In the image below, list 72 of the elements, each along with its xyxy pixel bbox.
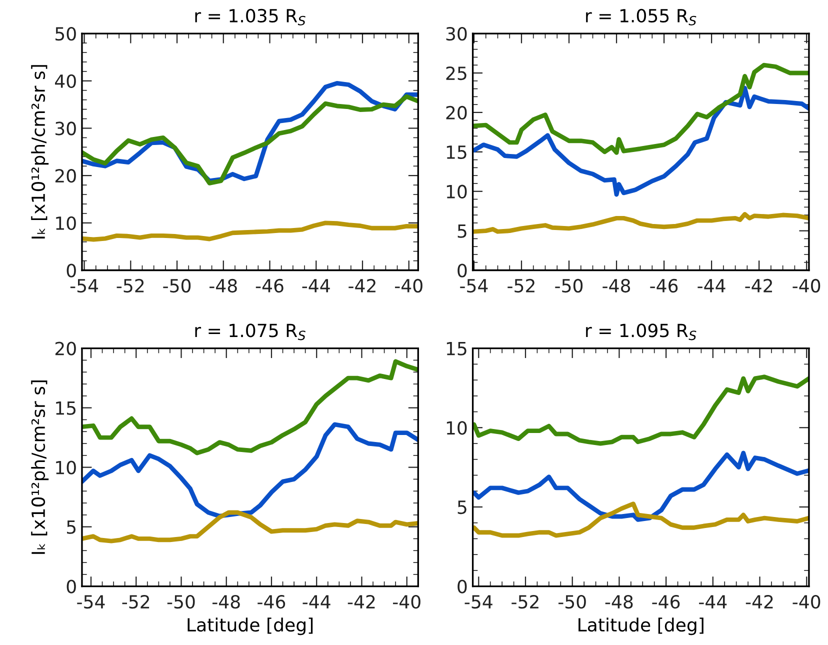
x-tick-label: -48 (605, 594, 633, 609)
x-tick-label: -54 (77, 595, 105, 609)
x-tick-label: -48 (212, 594, 240, 609)
x-axis-title: Latitude [deg] (188, 618, 313, 636)
y-tick-label: 30 (56, 122, 76, 136)
chart-title: r = 1.075 R$_{S}$ (195, 324, 306, 340)
y-tick-label: 25 (446, 66, 466, 80)
y-tick-label: 40 (55, 74, 76, 88)
x-tick-label: -52 (508, 278, 534, 293)
x-tick-label: -54 (464, 595, 492, 609)
y-tick-label: 15 (56, 401, 76, 415)
y-tick-label: 10 (56, 460, 76, 474)
y-tick-label: 5 (458, 500, 466, 514)
chart-title: r = 1.055 R$_{S}$ (586, 8, 696, 26)
line-series (82, 359, 418, 456)
x-tick-label: -44 (699, 595, 727, 608)
x-tick-label: -40 (392, 594, 420, 609)
x-tick-label: -52 (512, 594, 538, 609)
x-tick-label: -42 (745, 278, 772, 292)
x-tick-label: -40 (792, 278, 820, 293)
line-series (472, 450, 809, 522)
line-series (82, 510, 418, 544)
y-tick-label: 0 (458, 264, 467, 278)
y-tick-label: 20 (446, 106, 467, 120)
x-tick-label: -50 (558, 594, 586, 609)
x-tick-label: -52 (122, 594, 150, 609)
x-tick-label: -44 (302, 279, 330, 292)
x-tick-label: -46 (650, 278, 678, 293)
line-series (472, 374, 809, 446)
x-tick-label: -40 (792, 594, 820, 609)
x-tick-label: -44 (698, 279, 726, 292)
y-tick-label: 0 (66, 580, 76, 594)
y-tick-label: 0 (66, 264, 76, 278)
x-axis-title: Latitude [deg] (578, 618, 704, 636)
line-series (82, 422, 418, 518)
x-tick-label: -42 (348, 594, 375, 608)
y-tick-label: 5 (458, 224, 466, 238)
y-tick-label: 0 (458, 580, 467, 594)
x-tick-label: -52 (116, 278, 144, 293)
chart-title: r = 1.035 R$_{S}$ (195, 8, 306, 26)
x-tick-label: -42 (746, 594, 773, 608)
y-axis-title: Iₖ [x10¹²ph/cm²sr s] (31, 380, 49, 554)
x-tick-label: -44 (302, 595, 330, 608)
line-series (472, 502, 809, 538)
x-tick-label: -46 (652, 594, 680, 609)
line-series (472, 62, 809, 155)
x-tick-label: -54 (460, 279, 488, 293)
y-tick-label: 10 (446, 184, 467, 198)
y-tick-label: 30 (446, 27, 467, 41)
y-axis-title: Iₖ [x10¹²ph/cm²sr s] (31, 65, 49, 238)
x-tick-label: -50 (167, 594, 195, 609)
x-tick-label: -48 (210, 278, 237, 293)
x-tick-label: -46 (256, 278, 284, 293)
y-tick-label: 20 (55, 169, 76, 183)
line-series (472, 86, 809, 197)
x-tick-label: -50 (163, 278, 191, 293)
y-tick-label: 5 (67, 520, 76, 534)
x-tick-label: -42 (348, 278, 376, 292)
y-tick-label: 10 (446, 421, 467, 435)
x-tick-label: -54 (70, 279, 98, 293)
y-tick-label: 20 (55, 342, 76, 356)
y-tick-label: 15 (446, 146, 466, 160)
line-series (472, 212, 809, 234)
line-series (82, 220, 418, 242)
y-tick-label: 10 (56, 216, 76, 230)
x-tick-label: -50 (555, 278, 583, 293)
chart-title: r = 1.095 R$_{S}$ (586, 324, 696, 340)
x-tick-label: -46 (258, 594, 286, 609)
y-tick-label: 50 (56, 27, 76, 41)
x-tick-label: -48 (602, 278, 630, 293)
y-tick-label: 15 (446, 342, 466, 356)
x-tick-label: -40 (395, 278, 422, 293)
